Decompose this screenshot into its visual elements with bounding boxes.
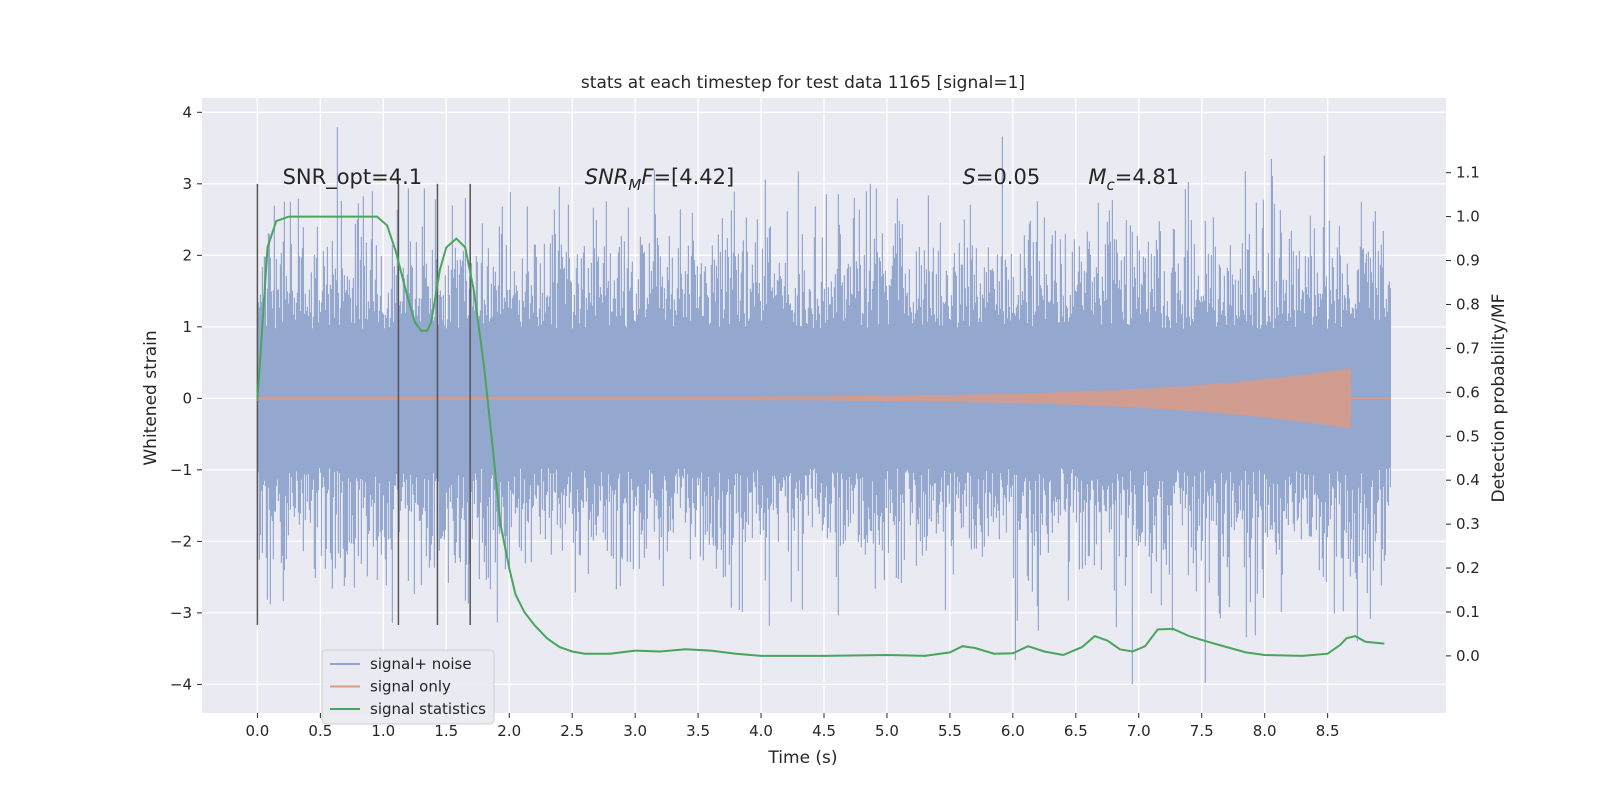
signal-statistics-line: [256, 215, 1385, 657]
x-tick-label: 7.5: [1190, 722, 1214, 740]
annotation-text: SNRMF=[4.42]: [585, 165, 734, 194]
x-tick-label: 5.5: [938, 722, 962, 740]
annotation-text: SNR_opt=4.1: [283, 165, 423, 190]
x-tick-label: 1.5: [434, 722, 458, 740]
x-tick-label: 8.5: [1316, 722, 1340, 740]
legend-label: signal only: [370, 678, 451, 696]
y-right-tick-label: 0.3: [1456, 515, 1480, 533]
annotation-text: Mc=4.81: [1088, 165, 1179, 194]
x-tick-label: 1.0: [371, 722, 395, 740]
annotation-part: M: [1088, 165, 1106, 189]
annotation-part: =0.05: [976, 165, 1040, 189]
x-tick-label: 6.0: [1001, 722, 1025, 740]
chart-title: stats at each timestep for test data 116…: [581, 73, 1025, 93]
y-tick-label: 0: [182, 389, 192, 407]
y-tick-label: 3: [182, 175, 192, 193]
y-axis-label: Whitened strain: [141, 330, 161, 465]
y-tick-label: −2: [170, 532, 192, 550]
x-tick-label: 2.0: [497, 722, 521, 740]
legend-label: signal statistics: [370, 700, 486, 718]
legend: signal+ noise signal only signal statistic…: [321, 649, 495, 725]
legend-label: signal+ noise: [370, 655, 472, 673]
annotation-part: F: [641, 165, 654, 189]
series-group: [256, 127, 1391, 685]
y-right-tick-label: 1.0: [1456, 208, 1480, 226]
y-tick-label: −4: [170, 675, 192, 693]
plot-area: 0.0 0.5 1.0 1.5 2.0 2.5 3.0 3.5 4.0 4.5 5.0 5.5 6.0 6…: [170, 98, 1480, 740]
annotation-part: SNR_opt=4.1: [283, 165, 423, 190]
annotation-part: =[4.42]: [653, 165, 734, 189]
y-tick-label: −1: [170, 461, 192, 479]
y-tick-label: −3: [170, 604, 192, 622]
y-right-tick-label: 0.4: [1456, 471, 1480, 489]
y-right-tick-label: 0.1: [1456, 603, 1480, 621]
x-tick-label: 6.5: [1064, 722, 1088, 740]
y-right-tick-label: 0.2: [1456, 559, 1480, 577]
y-right-tick-label: 1.1: [1456, 164, 1480, 182]
x-tick-label: 2.5: [560, 722, 584, 740]
y-tick-label: 1: [182, 318, 192, 336]
annotation-part: SNR: [585, 165, 629, 189]
annotation-part: S: [963, 165, 976, 189]
annotation-part: M: [628, 176, 641, 194]
y-tick-label: 4: [182, 103, 192, 121]
y-right-tick-label: 0.0: [1456, 647, 1480, 665]
y-right-tick-label: 0.7: [1456, 339, 1480, 357]
x-tick-label: 5.0: [875, 722, 899, 740]
y-tick-label: 2: [182, 246, 192, 264]
legend-box: [321, 649, 495, 725]
annotation-part: =4.81: [1115, 165, 1179, 189]
x-tick-label: 3.5: [686, 722, 710, 740]
x-axis-label: Time (s): [767, 748, 837, 768]
x-tick-label: 4.0: [749, 722, 773, 740]
y-right-tick-label: 0.5: [1456, 427, 1480, 445]
x-tick-label: 4.5: [812, 722, 836, 740]
annotation-part: c: [1107, 176, 1116, 194]
x-tick-label: 0.0: [245, 722, 269, 740]
x-tick-label: 8.0: [1253, 722, 1277, 740]
x-tick-label: 7.0: [1127, 722, 1151, 740]
y-right-tick-label: 0.9: [1456, 252, 1480, 270]
y-axis-right-label: Detection probability/MF: [1489, 294, 1509, 503]
annotation-text: S=0.05: [963, 165, 1041, 189]
y-right-tick-label: 0.8: [1456, 295, 1480, 313]
x-tick-label: 3.0: [623, 722, 647, 740]
signal-only-series: [256, 368, 1351, 429]
x-tick-label: 0.5: [308, 722, 332, 740]
y-right-tick-label: 0.6: [1456, 383, 1480, 401]
